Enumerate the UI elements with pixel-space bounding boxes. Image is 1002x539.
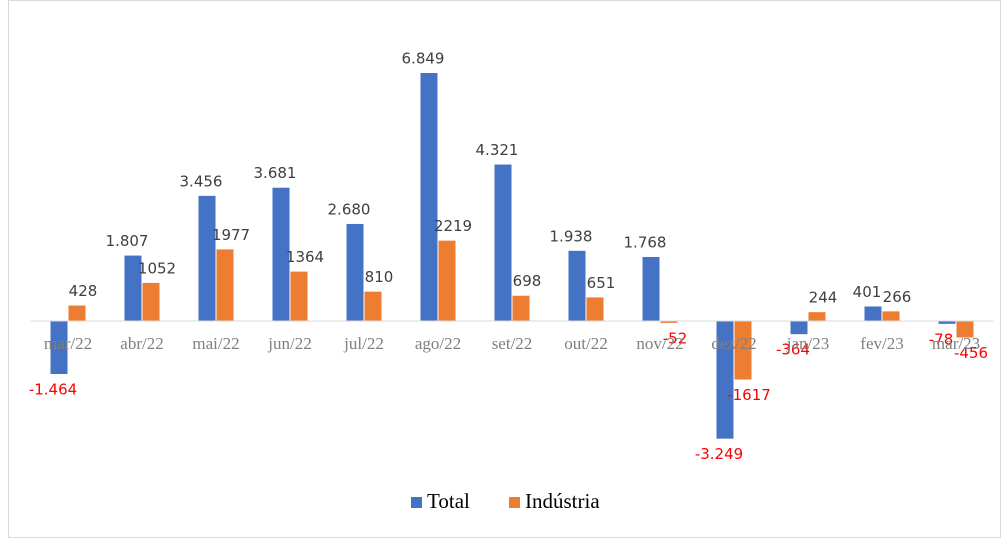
legend-swatch xyxy=(411,497,422,508)
data-label: 4.321 xyxy=(476,141,519,159)
data-label: 2219 xyxy=(434,217,472,235)
x-tick-label: abr/22 xyxy=(120,334,163,353)
chart-border xyxy=(8,0,1001,538)
data-label: 6.849 xyxy=(402,50,445,68)
data-label: -456 xyxy=(954,344,988,362)
data-label: 810 xyxy=(365,268,394,286)
bar xyxy=(956,321,974,338)
data-label: 244 xyxy=(809,289,838,307)
bar xyxy=(50,321,68,375)
bar xyxy=(290,271,308,321)
legend-label: Total xyxy=(427,489,470,513)
x-tick-label: mar/23 xyxy=(932,334,980,353)
bar xyxy=(272,187,290,321)
bar xyxy=(586,297,604,321)
bar xyxy=(438,240,456,321)
x-tick-label: ago/22 xyxy=(415,334,461,353)
x-tick-label: jul/22 xyxy=(343,334,384,353)
bar xyxy=(364,291,382,321)
bar xyxy=(494,164,512,321)
x-tick-label: fev/23 xyxy=(860,334,903,353)
data-label: -364 xyxy=(776,341,810,359)
data-label: 3.681 xyxy=(254,164,297,182)
data-label: -3.249 xyxy=(695,445,743,463)
data-label: 651 xyxy=(587,274,616,292)
x-tick-label: mai/22 xyxy=(192,334,239,353)
bar xyxy=(882,311,900,321)
bar xyxy=(734,321,752,380)
bar xyxy=(864,306,882,321)
data-label: 1.768 xyxy=(624,233,667,251)
data-label: -1617 xyxy=(727,386,771,404)
x-tick-label: jan/23 xyxy=(786,334,830,353)
data-label: -78 xyxy=(929,330,954,348)
data-label: 1.938 xyxy=(550,227,593,245)
bar xyxy=(568,250,586,321)
data-label: 401 xyxy=(853,283,882,301)
bar xyxy=(642,256,660,321)
data-label: 3.456 xyxy=(180,172,223,190)
bar xyxy=(808,312,826,321)
data-label: 266 xyxy=(883,288,912,306)
x-tick-label: mar/22 xyxy=(44,334,92,353)
data-label: 1977 xyxy=(212,226,250,244)
bar xyxy=(142,282,160,321)
bar xyxy=(716,321,734,439)
bar xyxy=(660,321,678,323)
data-label: 2.680 xyxy=(328,200,371,218)
data-label: 1052 xyxy=(138,259,176,277)
x-tick-label: dez/22 xyxy=(711,334,756,353)
x-tick-label: out/22 xyxy=(564,334,607,353)
x-tick-label: set/22 xyxy=(492,334,533,353)
data-label: 698 xyxy=(513,272,542,290)
bar xyxy=(216,249,234,321)
bar xyxy=(198,195,216,321)
bar xyxy=(512,295,530,321)
data-label: 1364 xyxy=(286,248,324,266)
x-tick-label: nov/22 xyxy=(636,334,683,353)
bar xyxy=(346,223,364,321)
bar xyxy=(420,73,438,321)
data-label: 428 xyxy=(69,282,98,300)
bar xyxy=(790,321,808,335)
data-label: -52 xyxy=(663,329,688,347)
data-label: -1.464 xyxy=(29,381,77,399)
legend-swatch xyxy=(509,497,520,508)
bar xyxy=(68,305,86,321)
x-tick-label: jun/22 xyxy=(267,334,311,353)
bar xyxy=(938,321,956,324)
data-label: 1.807 xyxy=(106,232,149,250)
legend-label: Indústria xyxy=(525,489,600,513)
bar xyxy=(124,255,142,321)
